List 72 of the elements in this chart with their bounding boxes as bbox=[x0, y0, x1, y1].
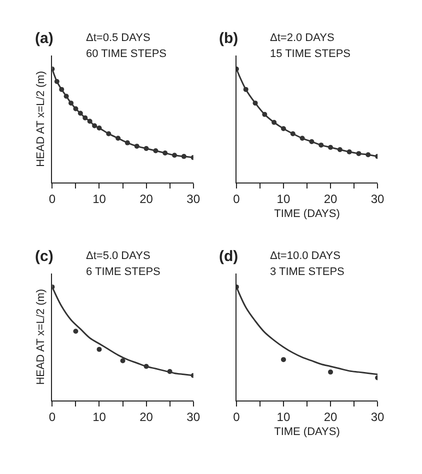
point bbox=[328, 144, 334, 150]
point bbox=[318, 142, 324, 148]
x-tick-label: 30 bbox=[186, 192, 200, 206]
point bbox=[144, 146, 149, 151]
point bbox=[124, 140, 130, 146]
point bbox=[68, 100, 74, 106]
x-tick-label: 20 bbox=[140, 192, 154, 206]
point bbox=[73, 328, 78, 334]
point bbox=[78, 110, 83, 116]
point bbox=[64, 94, 69, 99]
chart-title: (d) bbox=[219, 248, 238, 265]
point bbox=[134, 144, 140, 149]
point bbox=[144, 364, 149, 369]
point bbox=[116, 136, 121, 141]
y-axis-title: HEAD AT x=L/2 (m) bbox=[34, 288, 47, 385]
x-tick-label: 20 bbox=[140, 410, 154, 424]
point bbox=[262, 112, 268, 117]
text: Δt=5.0 DAYS bbox=[86, 250, 150, 262]
x-tick-label: 10 bbox=[92, 410, 106, 424]
point bbox=[328, 370, 334, 375]
point bbox=[280, 126, 286, 132]
x-tick-label: 30 bbox=[370, 192, 385, 206]
point bbox=[309, 139, 314, 144]
chart-title: (a) bbox=[35, 30, 54, 47]
x-tick-label: 0 bbox=[233, 192, 240, 206]
x-tick-label: 0 bbox=[233, 410, 240, 424]
point bbox=[92, 123, 98, 128]
x-tick-label: 10 bbox=[92, 192, 106, 206]
x-tick-label: 0 bbox=[48, 410, 56, 424]
x-tick-label: 20 bbox=[324, 410, 338, 424]
point bbox=[252, 100, 258, 106]
point bbox=[87, 118, 92, 124]
point bbox=[106, 131, 112, 136]
point bbox=[356, 151, 362, 156]
point bbox=[96, 346, 102, 352]
y-axis-title: HEAD AT x=L/2 (m) bbox=[34, 71, 47, 167]
point bbox=[54, 79, 60, 84]
chart-title: (b) bbox=[219, 30, 238, 47]
text: Δt=10.0 DAYS bbox=[270, 250, 340, 262]
point bbox=[346, 149, 352, 154]
x-tick-label: 30 bbox=[370, 410, 385, 424]
point bbox=[181, 154, 186, 159]
point bbox=[73, 106, 78, 112]
x-axis-title: TIME (DAYS) bbox=[274, 208, 340, 220]
x-tick-label: 30 bbox=[186, 410, 200, 424]
x-tick-label: 0 bbox=[48, 192, 56, 206]
chart-title: (c) bbox=[35, 248, 54, 265]
point bbox=[290, 131, 296, 136]
x-tick-label: 20 bbox=[324, 192, 338, 206]
point bbox=[272, 120, 277, 125]
point bbox=[82, 115, 88, 120]
text: Δt=0.5 DAYS bbox=[86, 32, 150, 44]
x-axis-title: TIME (DAYS) bbox=[274, 426, 340, 438]
point bbox=[96, 126, 102, 131]
x-tick-label: 10 bbox=[276, 192, 290, 206]
point bbox=[172, 152, 177, 158]
point bbox=[167, 369, 172, 374]
point bbox=[162, 150, 168, 156]
x-tick-label: 10 bbox=[276, 410, 290, 424]
point bbox=[337, 147, 342, 152]
point bbox=[120, 358, 126, 364]
text: 60 TIME STEPS bbox=[86, 48, 166, 60]
point bbox=[243, 86, 248, 92]
point bbox=[59, 86, 64, 92]
text: 15 TIME STEPS bbox=[270, 48, 350, 60]
point bbox=[280, 357, 286, 362]
point bbox=[366, 152, 371, 158]
point bbox=[153, 148, 158, 154]
text: 3 TIME STEPS bbox=[270, 266, 344, 278]
point bbox=[300, 136, 305, 141]
text: Δt=2.0 DAYS bbox=[270, 32, 334, 44]
text: 6 TIME STEPS bbox=[86, 266, 160, 278]
